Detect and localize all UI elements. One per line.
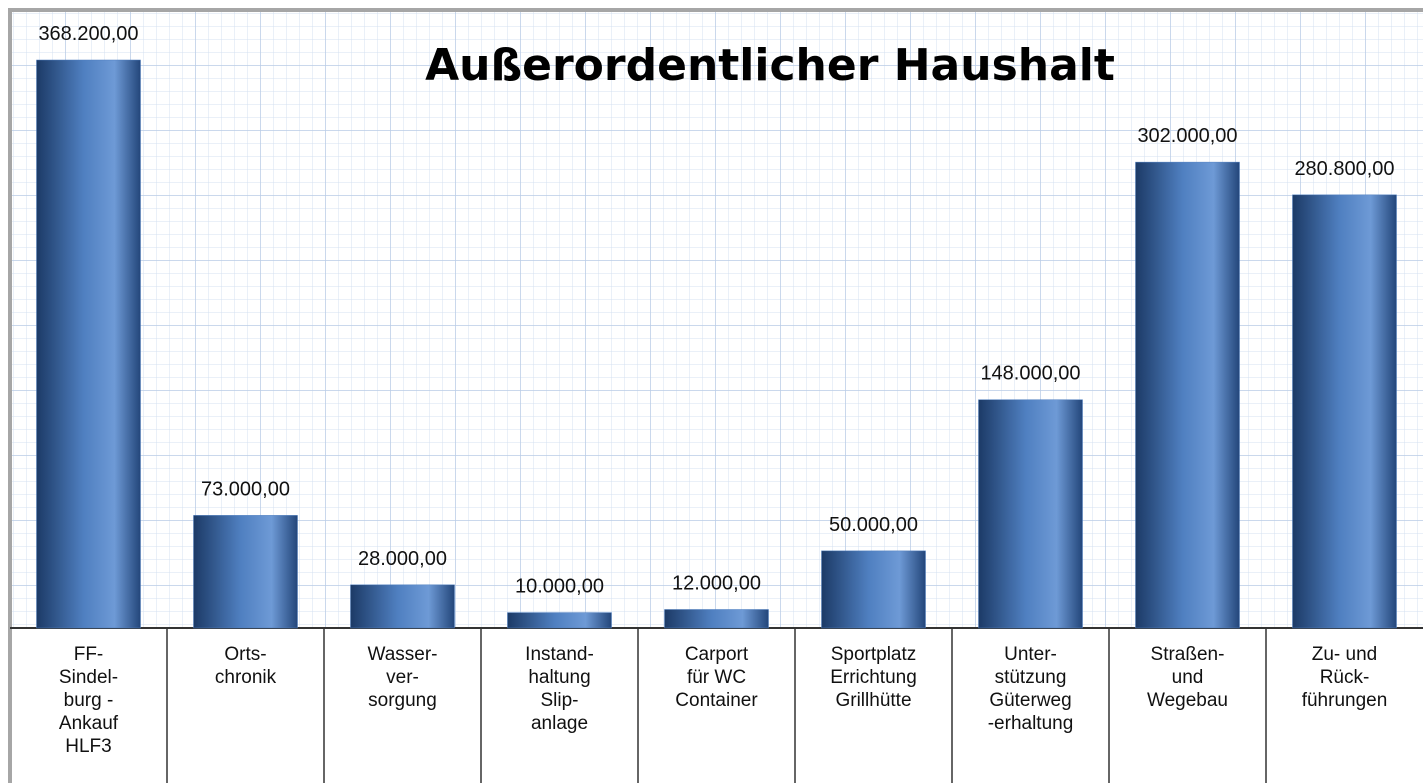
value-label: 73.000,00 bbox=[201, 478, 290, 500]
bar bbox=[664, 609, 769, 629]
x-tick-label: Straßen-und Wegebau bbox=[1147, 644, 1228, 711]
x-tick-label: Carport für WC Container bbox=[675, 644, 758, 711]
bar bbox=[507, 612, 612, 629]
chart-title: Außerordentlicher Haushalt bbox=[425, 40, 1115, 91]
value-label: 148.000,00 bbox=[980, 363, 1080, 385]
x-tick-label: Unter-stützung Güterweg -erhaltung bbox=[988, 644, 1074, 734]
bar bbox=[36, 59, 141, 629]
bar bbox=[978, 399, 1083, 629]
value-label: 368.200,00 bbox=[38, 23, 138, 45]
bar bbox=[1292, 194, 1397, 629]
x-tick-label: FF-Sindel-burg -Ankauf HLF3 bbox=[59, 644, 119, 757]
marks: 368.200,00 FF-Sindel-burg -Ankauf HLF3 73.0… bbox=[36, 23, 1397, 783]
x-tick-label: Zu- und Rück-führungen bbox=[1302, 644, 1388, 711]
x-tick-label: Orts-chronik bbox=[215, 644, 277, 688]
bar bbox=[1135, 161, 1240, 629]
value-label: 28.000,00 bbox=[358, 548, 447, 570]
frame bbox=[8, 8, 1423, 783]
x-tick-label: Instand-haltung Slip-anlage bbox=[525, 644, 594, 734]
bar bbox=[193, 515, 298, 629]
x-tick-label: Sportplatz Errichtung Grillhütte bbox=[830, 644, 917, 711]
value-label: 10.000,00 bbox=[515, 576, 604, 598]
value-label: 280.800,00 bbox=[1294, 158, 1394, 180]
value-label: 50.000,00 bbox=[829, 514, 918, 536]
bar bbox=[350, 584, 455, 629]
value-label: 12.000,00 bbox=[672, 572, 761, 594]
bar bbox=[821, 550, 926, 629]
x-tick-label: Wasser-ver-sorgung bbox=[367, 644, 437, 711]
value-label: 302.000,00 bbox=[1137, 125, 1237, 147]
